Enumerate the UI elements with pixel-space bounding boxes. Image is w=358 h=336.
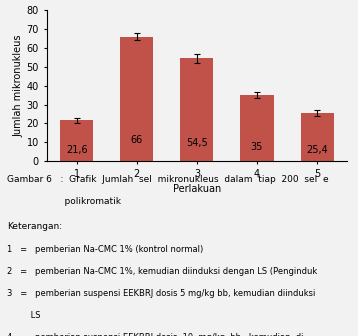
Text: Keterangan:: Keterangan:	[7, 222, 62, 231]
Bar	[120, 37, 153, 161]
Text: 35: 35	[251, 142, 263, 153]
Text: 4   =   pemberian suspensi EEKBRJ dosis  10  mg/kg  bb,  kemudian  di: 4 = pemberian suspensi EEKBRJ dosis 10 m…	[7, 333, 304, 336]
Text: 25,4: 25,4	[306, 144, 328, 155]
Bar	[180, 58, 213, 161]
Text: polikromatik: polikromatik	[7, 197, 121, 206]
Y-axis label: Jumlah mikronukleus: Jumlah mikronukleus	[14, 34, 24, 137]
Text: Gambar 6   :  Grafik  Jumlah  sel  mikronukleus  dalam  tiap  200  sel  e: Gambar 6 : Grafik Jumlah sel mikronukleu…	[7, 175, 329, 184]
Text: 2   =   pemberian Na-CMC 1%, kemudian diinduksi dengan LS (Penginduk: 2 = pemberian Na-CMC 1%, kemudian diindu…	[7, 267, 318, 276]
X-axis label: Perlakuan: Perlakuan	[173, 184, 221, 195]
Text: LS: LS	[7, 311, 41, 320]
Bar	[241, 95, 274, 161]
Bar	[60, 121, 93, 161]
Bar	[301, 113, 334, 161]
Text: 54,5: 54,5	[186, 138, 208, 148]
Text: 66: 66	[131, 135, 143, 145]
Text: 1   =   pemberian Na-CMC 1% (kontrol normal): 1 = pemberian Na-CMC 1% (kontrol normal)	[7, 245, 203, 254]
Text: 3   =   pemberian suspensi EEKBRJ dosis 5 mg/kg bb, kemudian diinduksi: 3 = pemberian suspensi EEKBRJ dosis 5 mg…	[7, 289, 315, 298]
Text: 21,6: 21,6	[66, 145, 88, 156]
